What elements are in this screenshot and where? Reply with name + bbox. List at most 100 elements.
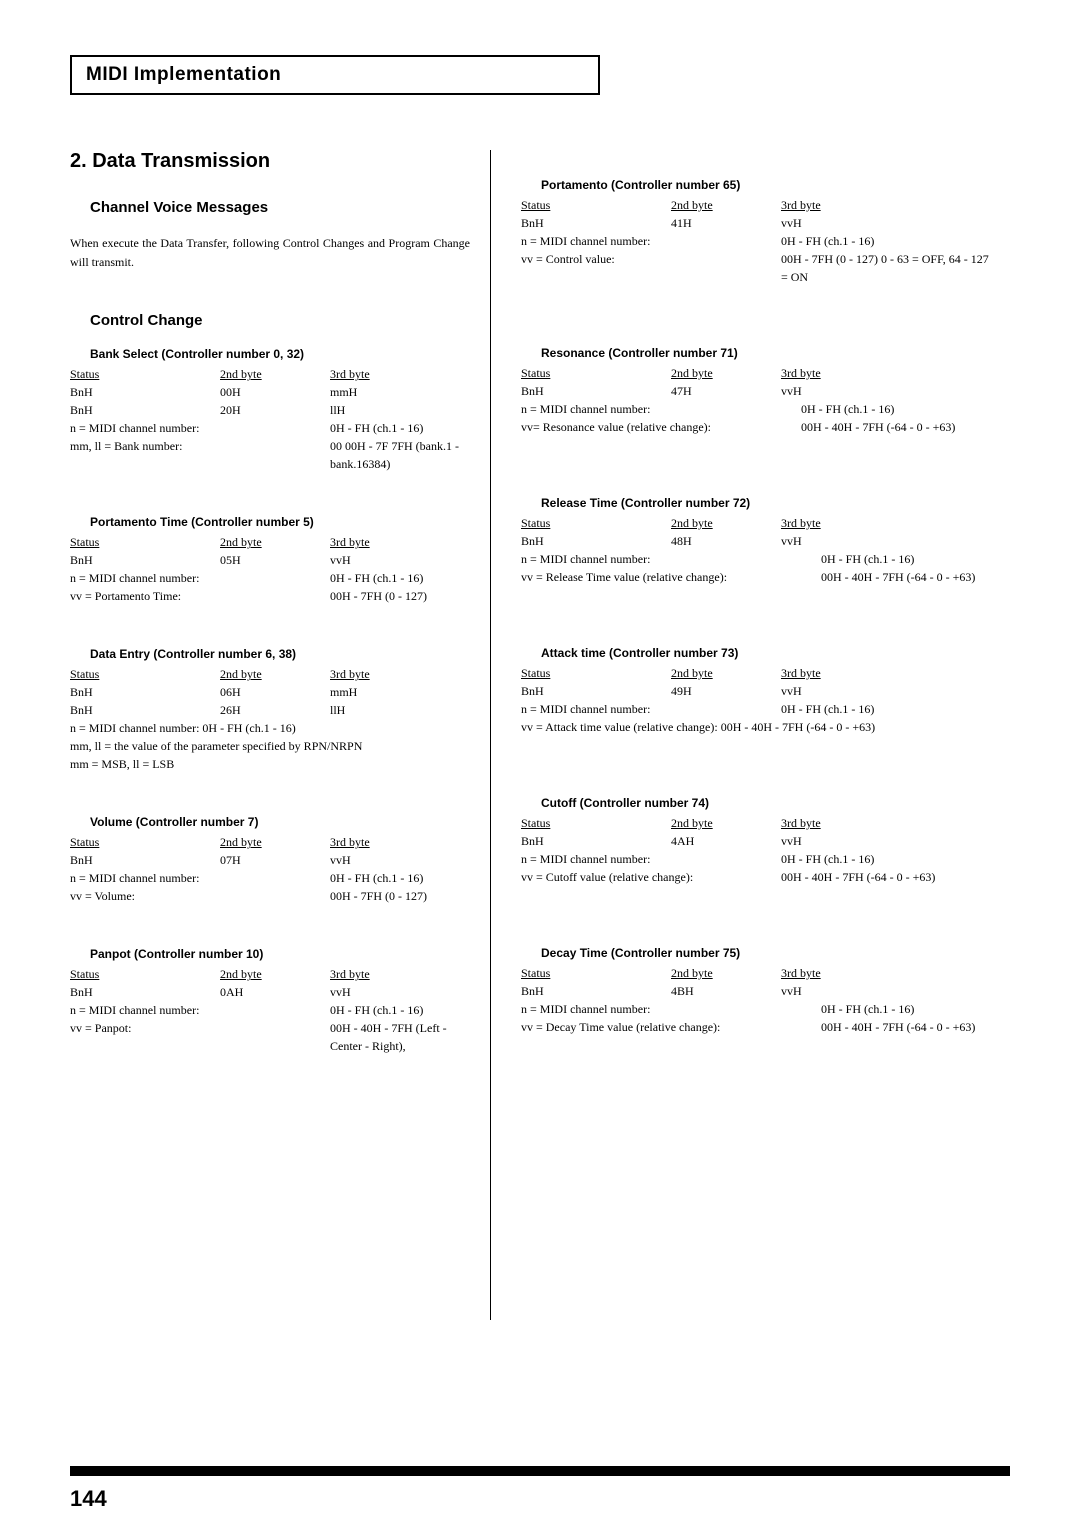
cell: vvH — [781, 214, 990, 232]
control-block: Panpot (Controller number 10) Status2nd b… — [70, 947, 470, 1055]
cell: BnH — [521, 682, 671, 700]
data-table: Status2nd byte3rd byteBnH00HmmHBnH20HllH… — [70, 365, 470, 473]
table-row: BnH05HvvH — [70, 551, 470, 569]
col-header: 2nd byte — [220, 965, 330, 983]
col-header: 3rd byte — [330, 533, 470, 551]
table-row: BnH41HvvH — [521, 214, 990, 232]
cell: BnH — [70, 701, 220, 719]
note-value: 0H - FH (ch.1 - 16) — [781, 232, 990, 250]
note-row: vv = Release Time value (relative change… — [521, 568, 990, 586]
col-header: 3rd byte — [330, 965, 470, 983]
cell: 00H — [220, 383, 330, 401]
col-header: Status — [70, 833, 220, 851]
cell: BnH — [521, 832, 671, 850]
data-table: Status2nd byte3rd byteBnH07HvvHn = MIDI … — [70, 833, 470, 905]
col-header: 2nd byte — [671, 664, 781, 682]
note-value: 00H - 7FH (0 - 127) — [330, 887, 470, 905]
col-header: 3rd byte — [781, 364, 990, 382]
block-title: Cutoff (Controller number 74) — [541, 796, 990, 810]
note-value: 00H - 40H - 7FH (-64 - 0 - +63) — [801, 418, 990, 436]
note-value: 00H - 7FH (0 - 127) — [330, 587, 470, 605]
table-row: BnH20HllH — [70, 401, 470, 419]
note-row: n = MIDI channel number:0H - FH (ch.1 - … — [521, 400, 990, 418]
content-columns: 2. Data Transmission Channel Voice Messa… — [70, 150, 1010, 1320]
note-label: n = MIDI channel number: — [521, 700, 781, 718]
cell: 47H — [671, 382, 781, 400]
cell: 26H — [220, 701, 330, 719]
left-column: 2. Data Transmission Channel Voice Messa… — [70, 150, 490, 1320]
col-header: 3rd byte — [781, 196, 990, 214]
note-label: n = MIDI channel number: — [521, 550, 821, 568]
note-label: vv = Release Time value (relative change… — [521, 568, 821, 586]
cell: 4BH — [671, 982, 781, 1000]
block-title: Portamento (Controller number 65) — [541, 178, 990, 192]
cell: 41H — [671, 214, 781, 232]
note-value: 0H - FH (ch.1 - 16) — [330, 869, 470, 887]
note-row: n = MIDI channel number:0H - FH (ch.1 - … — [521, 550, 990, 568]
cell: 20H — [220, 401, 330, 419]
note-row: vv = Control value:00H - 7FH (0 - 127) 0… — [521, 250, 990, 286]
note-label: n = MIDI channel number: — [521, 400, 801, 418]
col-header: 3rd byte — [781, 664, 990, 682]
cell: mmH — [330, 683, 470, 701]
table-row: BnH4AHvvH — [521, 832, 990, 850]
data-table: Status2nd byte3rd byteBnH41HvvHn = MIDI … — [521, 196, 990, 286]
cell: vvH — [330, 551, 470, 569]
block-title: Attack time (Controller number 73) — [541, 646, 990, 660]
control-block: Decay Time (Controller number 75)Status2… — [521, 946, 990, 1036]
table-row: BnH26HllH — [70, 701, 470, 719]
control-block: Portamento (Controller number 65) Status2… — [521, 178, 990, 286]
col-header: Status — [70, 365, 220, 383]
data-table: Status2nd byte3rd byteBnH49HvvHn = MIDI … — [521, 664, 990, 736]
header-box: MIDI Implementation — [70, 55, 600, 95]
note-row: vv = Portamento Time:00H - 7FH (0 - 127) — [70, 587, 470, 605]
cell: BnH — [70, 983, 220, 1001]
note-line: vv = Attack time value (relative change)… — [521, 718, 990, 736]
cell: vvH — [781, 382, 990, 400]
note-value: 00H - 7FH (0 - 127) 0 - 63 = OFF, 64 - 1… — [781, 250, 990, 286]
note-value: 00H - 40H - 7FH (Left - Center - Right), — [330, 1019, 470, 1055]
col-header: Status — [521, 514, 671, 532]
note-value: 00 00H - 7F 7FH (bank.1 - bank.16384) — [330, 437, 470, 473]
subsection-voice: Channel Voice Messages — [90, 199, 470, 216]
note-row: n = MIDI channel number:0H - FH (ch.1 - … — [521, 850, 990, 868]
col-header: 2nd byte — [671, 196, 781, 214]
col-header: 2nd byte — [671, 964, 781, 982]
cell: vvH — [781, 532, 990, 550]
block-title: Panpot (Controller number 10) — [90, 947, 470, 961]
cell: vvH — [781, 682, 990, 700]
note-value: 0H - FH (ch.1 - 16) — [781, 700, 990, 718]
note-row: vv = Cutoff value (relative change):00H … — [521, 868, 990, 886]
note-value: 0H - FH (ch.1 - 16) — [801, 400, 990, 418]
note-row: n = MIDI channel number:0H - FH (ch.1 - … — [70, 419, 470, 437]
control-block: Resonance (Controller number 71)Status2n… — [521, 346, 990, 436]
block-title: Portamento Time (Controller number 5) — [90, 515, 470, 529]
cell: 07H — [220, 851, 330, 869]
data-table: Status2nd byte3rd byteBnH47HvvHn = MIDI … — [521, 364, 990, 436]
note-row: n = MIDI channel number:0H - FH (ch.1 - … — [521, 700, 990, 718]
note-row: n = MIDI channel number:0H - FH (ch.1 - … — [521, 232, 990, 250]
col-header: Status — [70, 965, 220, 983]
note-label: n = MIDI channel number: — [70, 1001, 330, 1019]
note-label: n = MIDI channel number: — [70, 569, 330, 587]
data-table: Status2nd byte3rd byteBnH48HvvHn = MIDI … — [521, 514, 990, 586]
note-row: vv= Resonance value (relative change):00… — [521, 418, 990, 436]
note-label: n = MIDI channel number: — [70, 869, 330, 887]
col-header: 2nd byte — [220, 365, 330, 383]
col-header: 3rd byte — [781, 964, 990, 982]
section-title: 2. Data Transmission — [70, 150, 470, 173]
page-number: 144 — [70, 1486, 107, 1512]
note-line: mm = MSB, ll = LSB — [70, 755, 470, 773]
table-row: BnH49HvvH — [521, 682, 990, 700]
cell: 05H — [220, 551, 330, 569]
table-row: BnH4BHvvH — [521, 982, 990, 1000]
note-label: vv = Cutoff value (relative change): — [521, 868, 781, 886]
cell: llH — [330, 701, 470, 719]
data-table: Status2nd byte3rd byteBnH4BHvvHn = MIDI … — [521, 964, 990, 1036]
note-label: vv = Panpot: — [70, 1019, 330, 1055]
cell: 49H — [671, 682, 781, 700]
col-header: 2nd byte — [220, 665, 330, 683]
cell: BnH — [521, 532, 671, 550]
note-row: vv = Panpot:00H - 40H - 7FH (Left - Cent… — [70, 1019, 470, 1055]
note-row: vv = Decay Time value (relative change):… — [521, 1018, 990, 1036]
